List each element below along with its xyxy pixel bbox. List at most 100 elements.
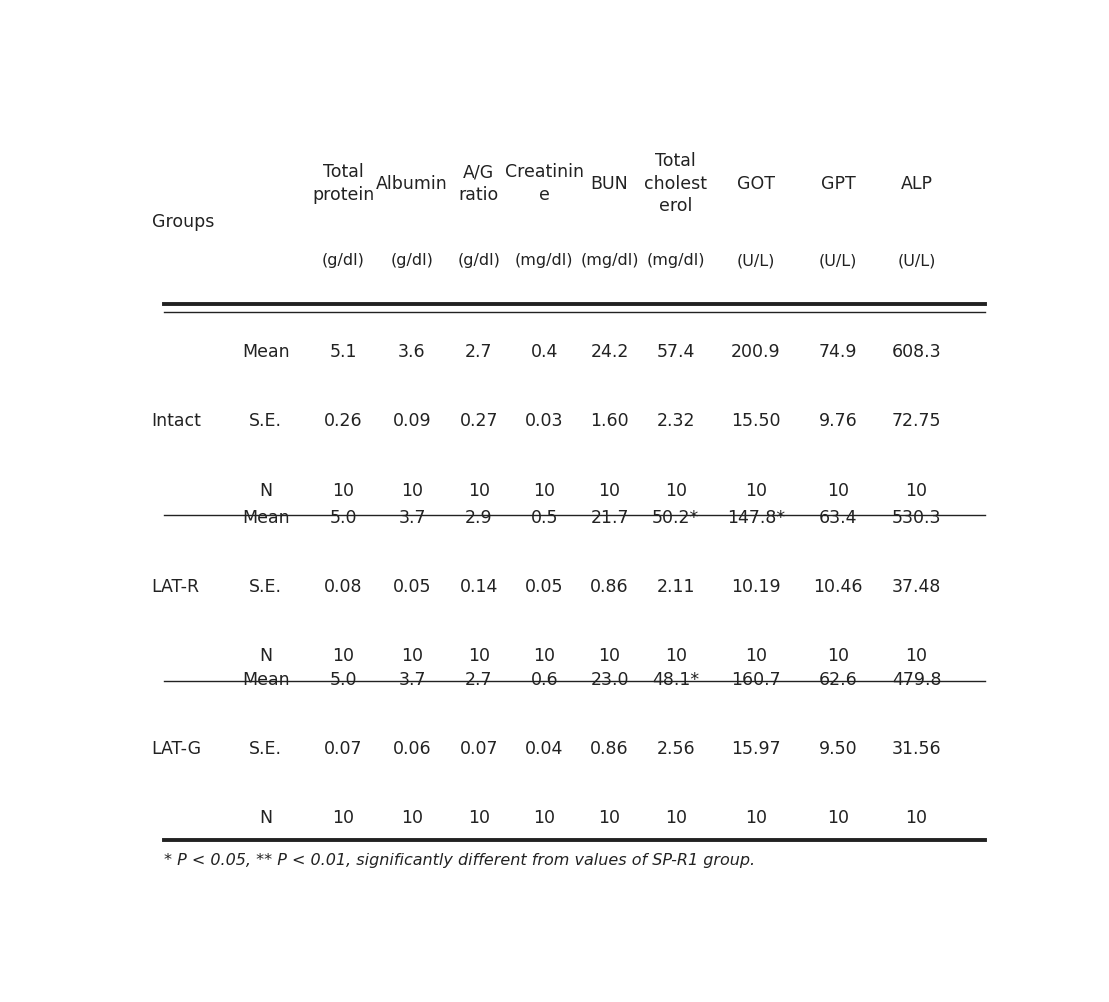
Text: (g/dl): (g/dl) — [458, 254, 500, 269]
Text: 10: 10 — [468, 647, 490, 665]
Text: 10: 10 — [905, 810, 927, 828]
Text: 10: 10 — [664, 482, 686, 500]
Text: GPT: GPT — [821, 174, 856, 192]
Text: 10: 10 — [745, 482, 766, 500]
Text: 9.76: 9.76 — [818, 412, 857, 430]
Text: 62.6: 62.6 — [818, 670, 857, 688]
Text: 10: 10 — [468, 482, 490, 500]
Text: Total
cholest
erol: Total cholest erol — [644, 152, 708, 214]
Text: 0.05: 0.05 — [393, 578, 431, 596]
Text: GOT: GOT — [736, 174, 775, 192]
Text: 10.46: 10.46 — [814, 578, 863, 596]
Text: 24.2: 24.2 — [590, 343, 629, 361]
Text: 160.7: 160.7 — [731, 670, 781, 688]
Text: Mean: Mean — [242, 670, 289, 688]
Text: Groups: Groups — [152, 213, 214, 231]
Text: 63.4: 63.4 — [818, 509, 857, 527]
Text: Mean: Mean — [242, 343, 289, 361]
Text: 10: 10 — [905, 647, 927, 665]
Text: S.E.: S.E. — [250, 578, 283, 596]
Text: Mean: Mean — [242, 509, 289, 527]
Text: 10: 10 — [333, 810, 354, 828]
Text: 50.2*: 50.2* — [652, 509, 700, 527]
Text: 10: 10 — [533, 810, 556, 828]
Text: LAT-R: LAT-R — [152, 578, 200, 596]
Text: 10: 10 — [827, 647, 849, 665]
Text: (U/L): (U/L) — [736, 254, 775, 269]
Text: 3.7: 3.7 — [398, 670, 426, 688]
Text: 608.3: 608.3 — [892, 343, 942, 361]
Text: 10: 10 — [827, 810, 849, 828]
Text: N: N — [260, 810, 273, 828]
Text: 10: 10 — [468, 810, 490, 828]
Text: 0.07: 0.07 — [324, 740, 363, 759]
Text: 10: 10 — [333, 647, 354, 665]
Text: 0.04: 0.04 — [525, 740, 563, 759]
Text: N: N — [260, 647, 273, 665]
Text: 0.03: 0.03 — [525, 412, 563, 430]
Text: 72.75: 72.75 — [892, 412, 942, 430]
Text: Albumin: Albumin — [376, 174, 448, 192]
Text: 10: 10 — [401, 482, 423, 500]
Text: (U/L): (U/L) — [820, 254, 857, 269]
Text: Creatinin
e: Creatinin e — [505, 163, 583, 203]
Text: 0.6: 0.6 — [530, 670, 558, 688]
Text: 2.7: 2.7 — [466, 343, 492, 361]
Text: 1.60: 1.60 — [590, 412, 629, 430]
Text: (mg/dl): (mg/dl) — [580, 254, 639, 269]
Text: 10: 10 — [905, 482, 927, 500]
Text: 31.56: 31.56 — [892, 740, 942, 759]
Text: 5.1: 5.1 — [329, 343, 357, 361]
Text: 10: 10 — [401, 647, 423, 665]
Text: 2.56: 2.56 — [657, 740, 695, 759]
Text: 10: 10 — [401, 810, 423, 828]
Text: 15.97: 15.97 — [731, 740, 781, 759]
Text: (mg/dl): (mg/dl) — [515, 254, 573, 269]
Text: 21.7: 21.7 — [590, 509, 629, 527]
Text: 57.4: 57.4 — [657, 343, 695, 361]
Text: 147.8*: 147.8* — [726, 509, 785, 527]
Text: 10: 10 — [333, 482, 354, 500]
Text: 0.08: 0.08 — [324, 578, 363, 596]
Text: 10.19: 10.19 — [731, 578, 781, 596]
Text: 15.50: 15.50 — [731, 412, 781, 430]
Text: 0.09: 0.09 — [393, 412, 431, 430]
Text: 10: 10 — [533, 647, 556, 665]
Text: 10: 10 — [745, 647, 766, 665]
Text: 37.48: 37.48 — [892, 578, 942, 596]
Text: 0.07: 0.07 — [460, 740, 498, 759]
Text: 0.26: 0.26 — [324, 412, 363, 430]
Text: 0.06: 0.06 — [393, 740, 431, 759]
Text: S.E.: S.E. — [250, 412, 283, 430]
Text: N: N — [260, 482, 273, 500]
Text: 48.1*: 48.1* — [652, 670, 700, 688]
Text: 0.05: 0.05 — [525, 578, 563, 596]
Text: 0.4: 0.4 — [530, 343, 558, 361]
Text: 2.7: 2.7 — [466, 670, 492, 688]
Text: 5.0: 5.0 — [329, 670, 357, 688]
Text: (g/dl): (g/dl) — [390, 254, 434, 269]
Text: 10: 10 — [599, 482, 621, 500]
Text: 23.0: 23.0 — [590, 670, 629, 688]
Text: 10: 10 — [599, 810, 621, 828]
Text: 2.32: 2.32 — [657, 412, 695, 430]
Text: Total
protein: Total protein — [312, 163, 375, 203]
Text: * P < 0.05, ** P < 0.01, significantly different from values of SP-R1 group.: * P < 0.05, ** P < 0.01, significantly d… — [164, 854, 755, 869]
Text: 10: 10 — [745, 810, 766, 828]
Text: 5.0: 5.0 — [329, 509, 357, 527]
Text: LAT-G: LAT-G — [152, 740, 202, 759]
Text: 10: 10 — [533, 482, 556, 500]
Text: 530.3: 530.3 — [892, 509, 942, 527]
Text: (U/L): (U/L) — [897, 254, 936, 269]
Text: (mg/dl): (mg/dl) — [647, 254, 705, 269]
Text: 74.9: 74.9 — [818, 343, 857, 361]
Text: 0.86: 0.86 — [590, 578, 629, 596]
Text: 200.9: 200.9 — [731, 343, 781, 361]
Text: 0.86: 0.86 — [590, 740, 629, 759]
Text: BUN: BUN — [591, 174, 629, 192]
Text: 0.5: 0.5 — [530, 509, 558, 527]
Text: 479.8: 479.8 — [892, 670, 942, 688]
Text: 9.50: 9.50 — [818, 740, 857, 759]
Text: 0.14: 0.14 — [460, 578, 498, 596]
Text: (g/dl): (g/dl) — [322, 254, 365, 269]
